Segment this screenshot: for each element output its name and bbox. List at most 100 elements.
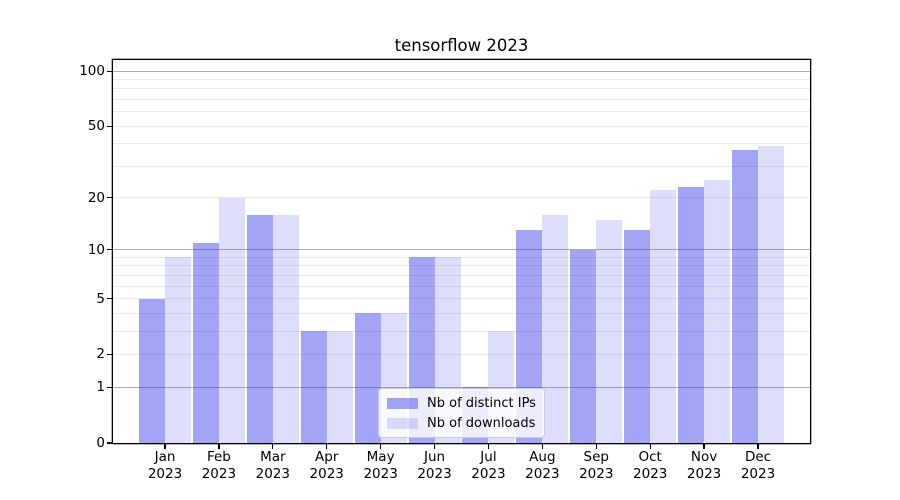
- x-tick-month: Nov: [690, 449, 718, 465]
- x-tick-year: 2023: [201, 465, 237, 482]
- bar-downloads-apr: [326, 331, 353, 443]
- x-tick-mark: [703, 444, 705, 449]
- legend: Nb of distinct IPs Nb of downloads: [378, 388, 545, 438]
- x-tick-label: Jan 2023: [125, 449, 205, 482]
- x-tick-month: Aug: [529, 449, 556, 465]
- y-tick-label: 20: [87, 189, 105, 206]
- gridline-major: [113, 386, 810, 388]
- bar-distinct-ips-apr: [300, 331, 327, 443]
- y-tick-label: 1: [96, 379, 105, 396]
- x-tick-label: Nov 2023: [664, 449, 744, 482]
- y-tick-mark: [106, 386, 112, 388]
- gridline-minor: [113, 353, 810, 355]
- gridline-minor: [113, 256, 810, 258]
- y-tick-mark: [106, 249, 112, 251]
- y-tick-label: 2: [96, 346, 105, 363]
- x-tick-mark: [433, 444, 436, 449]
- gridline-minor: [113, 330, 810, 332]
- gridline-major: [113, 249, 810, 251]
- gridline-minor: [113, 274, 810, 276]
- y-tick-label: 100: [79, 63, 105, 80]
- gridline-minor: [113, 143, 810, 145]
- y-tick-label: 50: [87, 118, 105, 135]
- legend-item-distinct-ips: Nb of distinct IPs: [387, 395, 536, 412]
- x-tick-month: Sep: [583, 449, 609, 465]
- x-tick-mark: [326, 444, 328, 449]
- bar-downloads-mar: [272, 214, 299, 443]
- gridline-minor: [113, 285, 810, 287]
- x-tick-month: Apr: [315, 449, 339, 465]
- x-tick-label: Aug 2023: [502, 449, 582, 482]
- gridline-minor: [113, 298, 810, 300]
- x-tick-mark: [272, 444, 274, 449]
- plot-area: Nb of distinct IPs Nb of downloads: [106, 60, 810, 449]
- x-tick-label: Feb 2023: [179, 449, 259, 482]
- bar-distinct-ips-dec: [732, 149, 758, 443]
- x-tick-year: 2023: [579, 465, 614, 482]
- gridline-minor: [113, 88, 810, 90]
- bar-distinct-ips-nov: [678, 186, 705, 443]
- legend-swatch-downloads: [387, 417, 418, 429]
- x-tick-label: Dec 2023: [718, 449, 798, 482]
- x-tick-month: Feb: [206, 449, 231, 465]
- legend-label-distinct-ips: Nb of distinct IPs: [427, 395, 536, 411]
- y-tick-mark: [106, 125, 112, 127]
- x-tick-mark: [379, 444, 382, 449]
- legend-item-downloads: Nb of downloads: [387, 415, 536, 432]
- gridline-minor: [113, 312, 810, 314]
- x-tick-year: 2023: [309, 465, 344, 482]
- x-tick-month: Jan: [154, 449, 176, 465]
- x-tick-year: 2023: [686, 465, 722, 482]
- x-tick-label: Mar 2023: [233, 449, 313, 482]
- x-tick-mark: [218, 444, 220, 449]
- y-axis-labels: 0 1 2 5 10 20 50 100: [0, 60, 105, 451]
- x-tick-label: May 2023: [341, 449, 421, 482]
- x-tick-mark: [487, 444, 490, 449]
- legend-swatch-distinct-ips: [387, 397, 418, 409]
- bar-distinct-ips-may: [354, 313, 381, 443]
- x-tick-year: 2023: [471, 465, 506, 482]
- x-tick-month: Oct: [638, 449, 662, 465]
- y-tick-mark: [106, 297, 112, 300]
- x-tick-mark: [164, 444, 166, 449]
- bar-distinct-ips-sep: [570, 249, 597, 443]
- x-tick-year: 2023: [255, 465, 290, 482]
- x-tick-year: 2023: [417, 465, 452, 482]
- gridline-minor: [113, 125, 810, 127]
- bar-downloads-sep: [596, 219, 623, 443]
- x-tick-mark: [541, 444, 543, 449]
- x-axis-labels: Jan 2023 Feb 2023 Mar 2023 Apr 2023 May 2023 Jun 20…: [0, 449, 900, 489]
- x-tick-label: Oct 2023: [610, 449, 690, 482]
- bar-downloads-feb: [218, 197, 245, 443]
- x-tick-mark: [757, 444, 759, 449]
- bar-downloads-jan: [165, 257, 191, 443]
- x-tick-label: Jul 2023: [448, 449, 528, 482]
- y-tick-mark: [106, 70, 112, 72]
- chart-title: tensorflow 2023: [394, 36, 529, 55]
- x-tick-label: Sep 2023: [556, 449, 636, 482]
- y-tick-label: 0: [96, 435, 105, 451]
- bar-downloads-dec: [758, 145, 784, 443]
- bar-downloads-aug: [542, 214, 569, 443]
- x-tick-month: Jun: [423, 449, 446, 465]
- gridline-minor: [113, 111, 810, 113]
- bar-distinct-ips-feb: [192, 242, 219, 443]
- bar-downloads-oct: [650, 190, 677, 443]
- x-tick-mark: [649, 444, 651, 449]
- y-tick-mark: [106, 197, 112, 199]
- gridline-minor: [113, 197, 810, 199]
- x-tick-year: 2023: [740, 465, 776, 482]
- gridline-minor: [113, 165, 810, 167]
- gridline-minor: [113, 265, 810, 267]
- y-tick-mark: [106, 442, 112, 444]
- bar-downloads-nov: [704, 180, 731, 443]
- bar-distinct-ips-mar: [246, 214, 273, 443]
- x-tick-label: Apr 2023: [287, 449, 367, 482]
- x-tick-year: 2023: [632, 465, 668, 482]
- x-tick-year: 2023: [525, 465, 560, 482]
- gridline-minor: [113, 99, 810, 101]
- x-tick-mark: [595, 444, 597, 449]
- x-tick-month: Mar: [260, 449, 286, 465]
- legend-label-downloads: Nb of downloads: [427, 415, 536, 431]
